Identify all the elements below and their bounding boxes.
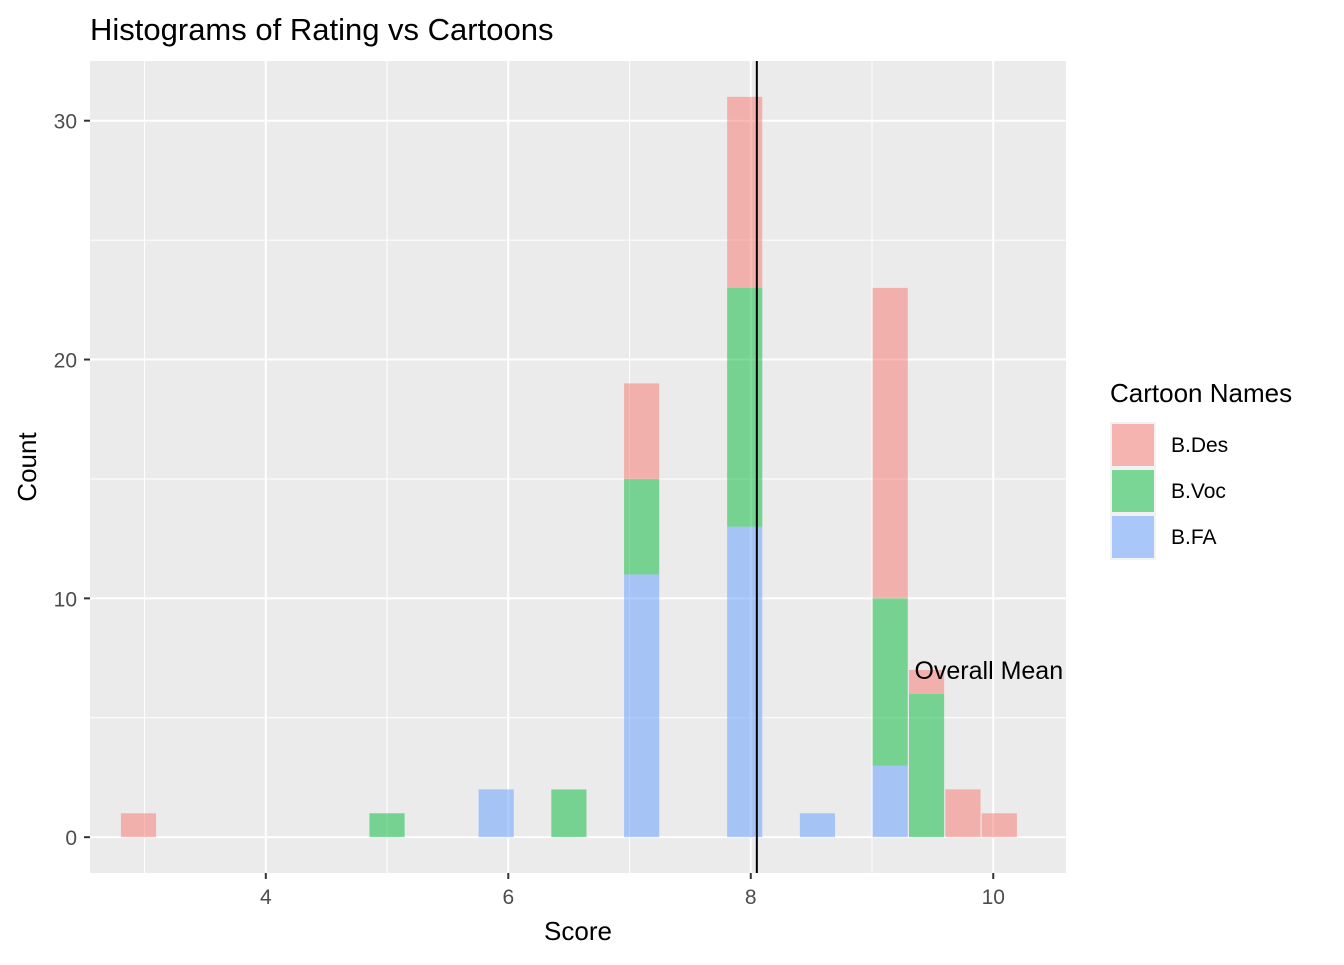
legend-title: Cartoon Names	[1110, 378, 1292, 408]
x-axis-ticks: 4 6 8 10	[260, 873, 1005, 909]
bar-b-fa	[624, 574, 660, 838]
bar-b-des	[624, 383, 660, 479]
legend-label: B.Voc	[1171, 480, 1226, 503]
bar-b-fa	[872, 765, 908, 838]
y-tick-label: 0	[65, 827, 77, 850]
bar-b-des	[981, 813, 1017, 838]
legend-item: B.FA	[1110, 514, 1217, 560]
legend-item: B.Des	[1110, 422, 1228, 468]
bar-b-voc	[369, 813, 405, 838]
bar-b-des	[908, 670, 945, 694]
y-axis-ticks: 0 10 20 30	[54, 111, 90, 850]
bar-b-voc	[624, 478, 660, 575]
y-tick-label: 20	[54, 350, 77, 373]
bar-b-fa	[478, 789, 514, 838]
bar-b-des	[872, 287, 908, 599]
bar-b-des	[120, 813, 157, 838]
chart-title: Histograms of Rating vs Cartoons	[90, 12, 553, 47]
legend-swatch	[1112, 516, 1154, 558]
legend-item: B.Voc	[1110, 468, 1226, 514]
y-tick-label: 10	[54, 588, 77, 611]
legend-swatch	[1112, 470, 1154, 512]
x-tick-label: 4	[260, 886, 272, 909]
legend-swatch	[1112, 424, 1154, 466]
x-tick-label: 8	[745, 886, 757, 909]
x-tick-label: 6	[502, 886, 514, 909]
x-tick-label: 10	[982, 886, 1005, 909]
y-axis-title: Count	[12, 432, 42, 502]
x-axis-title: Score	[544, 916, 612, 946]
overall-mean-label: Overall Mean	[914, 657, 1063, 685]
bar-b-voc	[908, 693, 945, 838]
bar-b-des	[945, 789, 981, 838]
legend-label: B.Des	[1171, 434, 1228, 457]
annotation-layer: Overall Mean	[914, 657, 1063, 685]
bar-b-fa	[799, 813, 836, 838]
y-tick-label: 30	[54, 111, 77, 134]
legend: Cartoon Names B.Des B.Voc B.FA	[1110, 378, 1292, 560]
legend-label: B.FA	[1171, 526, 1217, 549]
bar-b-voc	[872, 598, 908, 766]
bar-b-voc	[551, 789, 587, 838]
legend-items: B.Des B.Voc B.FA	[1110, 422, 1228, 560]
